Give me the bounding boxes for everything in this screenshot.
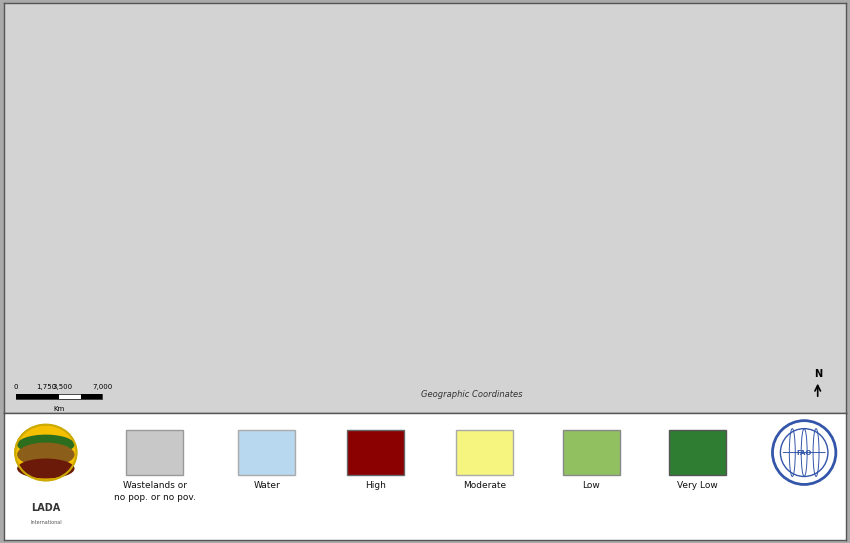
Text: 3,500: 3,500 [53,384,73,390]
Text: FAO: FAO [796,450,812,456]
Bar [60,394,81,399]
Text: International: International [30,520,62,525]
Text: Km: Km [54,406,65,412]
Text: N: N [813,369,822,378]
Bar [81,394,103,399]
Text: High: High [365,482,386,490]
Text: Wastelands or
no pop. or no pov.: Wastelands or no pop. or no pov. [114,482,196,502]
Text: Moderate: Moderate [463,482,506,490]
Ellipse shape [17,458,75,478]
Ellipse shape [17,434,75,454]
Text: 7,000: 7,000 [93,384,112,390]
Bar [347,430,405,476]
Bar [16,394,60,399]
Text: Water: Water [253,482,280,490]
Bar [669,430,726,476]
Text: Low: Low [582,482,600,490]
Bar [126,430,184,476]
Ellipse shape [17,443,75,466]
Bar [238,430,295,476]
Ellipse shape [15,425,76,481]
Bar [456,430,513,476]
Text: Geographic Coordinates: Geographic Coordinates [421,390,523,399]
Text: Very Low: Very Low [677,482,717,490]
Bar [16,394,102,399]
Text: LADA: LADA [31,503,60,513]
Text: 0: 0 [14,384,18,390]
Text: 1,750: 1,750 [37,384,56,390]
Bar [563,430,620,476]
